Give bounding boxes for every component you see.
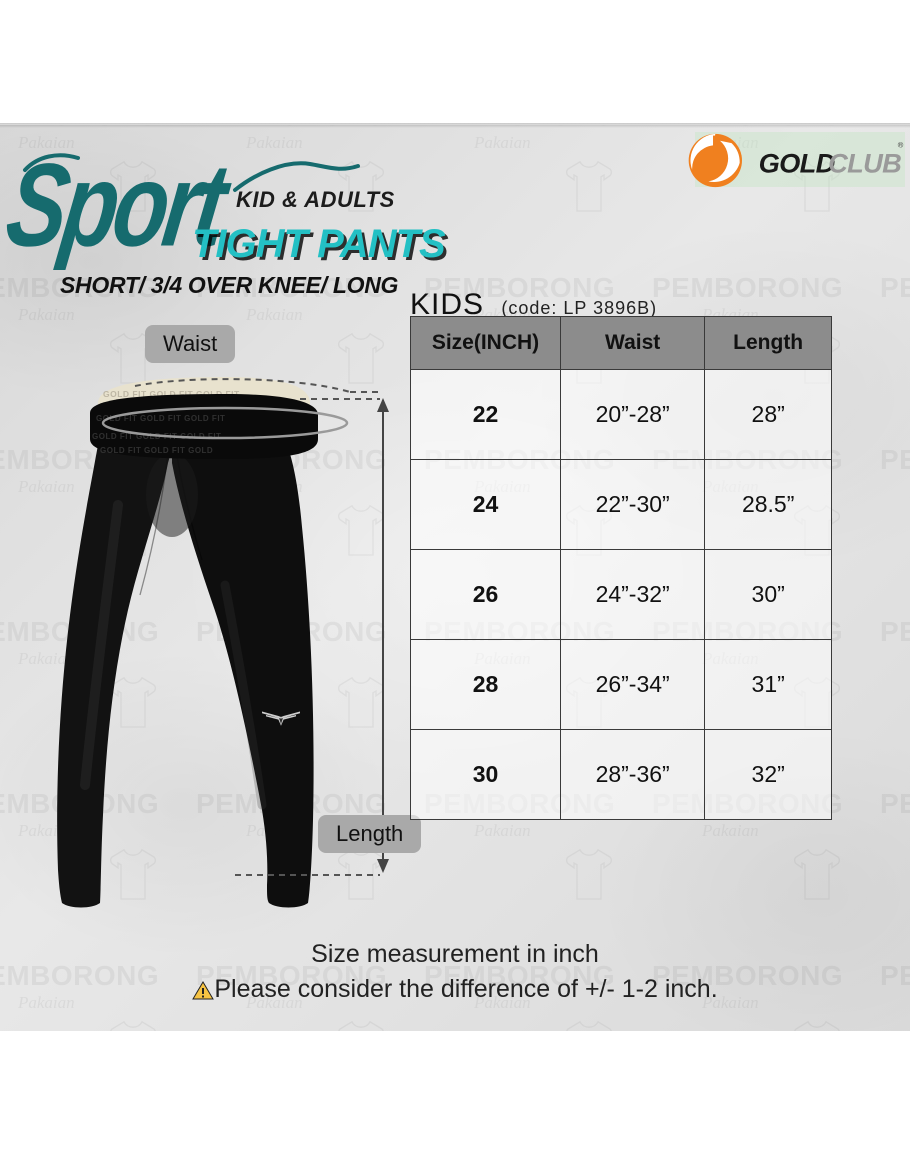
svg-text:®: ® — [898, 140, 904, 149]
svg-text:CLUB: CLUB — [828, 148, 901, 179]
svg-text:GOLD: GOLD — [759, 148, 835, 179]
